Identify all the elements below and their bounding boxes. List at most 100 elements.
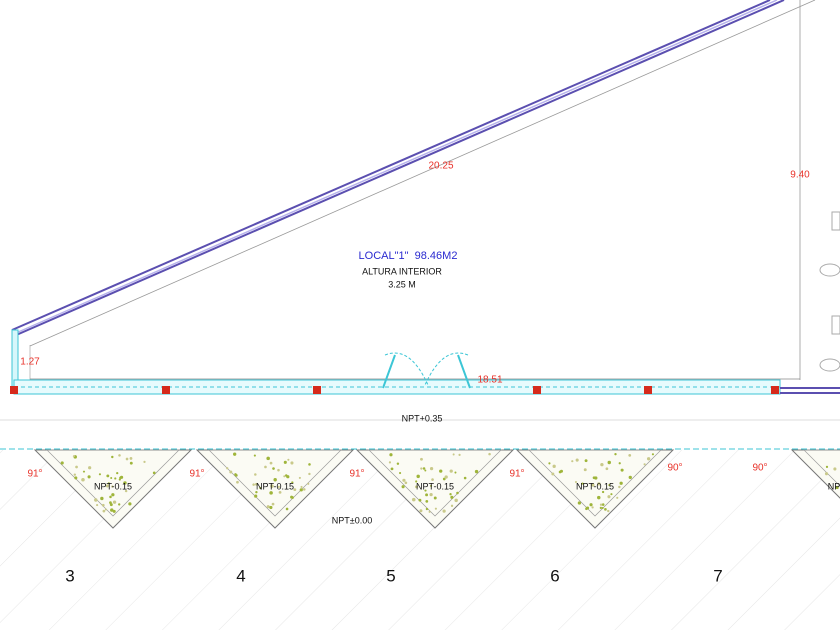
gravel [589, 503, 593, 507]
gravel [111, 493, 115, 497]
gravel [411, 497, 416, 502]
gravel [269, 461, 273, 465]
gravel [110, 477, 113, 480]
gravel [254, 494, 258, 498]
gravel [107, 482, 110, 485]
gravel [420, 457, 423, 461]
gravel [425, 493, 429, 497]
gravel [442, 477, 446, 481]
gravel [429, 493, 433, 497]
dimension: 18.51 [477, 375, 502, 386]
gravel [628, 454, 632, 457]
gravel [463, 476, 467, 480]
gravel [607, 509, 610, 513]
gravel [434, 507, 437, 510]
gravel [450, 504, 454, 508]
gravel [419, 509, 423, 513]
gravel [291, 481, 294, 484]
planter-inner [803, 449, 840, 487]
axis-label: 3 [65, 566, 74, 585]
gravel [571, 460, 574, 463]
gravel [264, 465, 267, 469]
gravel [266, 505, 270, 509]
gravel [452, 453, 455, 456]
planter-inner [46, 449, 180, 517]
gravel [474, 469, 479, 474]
gravel [82, 470, 86, 473]
gravel [614, 453, 617, 456]
gravel [112, 500, 117, 504]
gravel [255, 490, 258, 494]
gravel [628, 475, 632, 480]
gravel [444, 475, 448, 479]
gravel [271, 502, 275, 506]
gravel [415, 485, 419, 489]
gravel [94, 498, 98, 502]
gravel [604, 508, 607, 511]
gravel [388, 461, 392, 464]
gravel [270, 484, 274, 488]
dimension: 20.25 [428, 161, 453, 172]
gravel [308, 463, 311, 466]
gravel [424, 489, 427, 492]
gravel [253, 454, 256, 457]
planter-inner [528, 449, 662, 517]
gravel [396, 462, 400, 465]
gravel [552, 464, 556, 468]
gravel [283, 475, 286, 478]
gravel [833, 467, 837, 471]
gravel [599, 506, 602, 510]
gravel [96, 504, 99, 507]
gravel [98, 473, 101, 476]
gravel [620, 468, 624, 472]
gravel [290, 496, 294, 500]
gravel [101, 503, 105, 507]
gravel [129, 461, 133, 465]
gravel [87, 475, 91, 479]
gravel [454, 498, 458, 503]
gravel [102, 509, 106, 513]
axis-label: 7 [713, 566, 722, 585]
axis-labels: 3 4 5 6 7 [65, 566, 722, 585]
gravel [429, 466, 434, 471]
gravel [586, 506, 590, 510]
gravel [389, 453, 393, 457]
gravel [402, 478, 406, 482]
gravel [106, 474, 110, 478]
gravel [123, 481, 127, 485]
gravel [303, 488, 306, 491]
gravel [610, 493, 613, 496]
gravel [599, 503, 603, 506]
gravel [118, 478, 121, 481]
gravel [300, 485, 303, 489]
angle: 91° [349, 469, 364, 480]
gravel [618, 462, 621, 465]
axis-label: 5 [386, 566, 395, 585]
gravel [825, 465, 829, 468]
axis-label: 4 [236, 566, 245, 585]
gravel [269, 505, 273, 510]
walls [0, 0, 840, 450]
gravel [109, 495, 112, 499]
gravel [428, 510, 431, 513]
gravel [236, 480, 239, 484]
gravel [255, 482, 258, 486]
gravel [110, 508, 114, 512]
gravel [293, 488, 297, 492]
gravel [229, 470, 233, 474]
gravel [575, 458, 579, 462]
dimension: 1.27 [20, 357, 40, 368]
gravel [425, 500, 429, 503]
gravel [114, 477, 117, 480]
gravel [601, 507, 604, 510]
gravel [285, 474, 288, 477]
gravel [125, 457, 129, 461]
gravel [100, 496, 104, 501]
room-height: 3.25 M [388, 279, 416, 289]
gravel [111, 485, 114, 488]
gravel [600, 462, 604, 467]
gravel [651, 453, 655, 456]
gravel [551, 472, 555, 476]
planter [790, 449, 840, 499]
